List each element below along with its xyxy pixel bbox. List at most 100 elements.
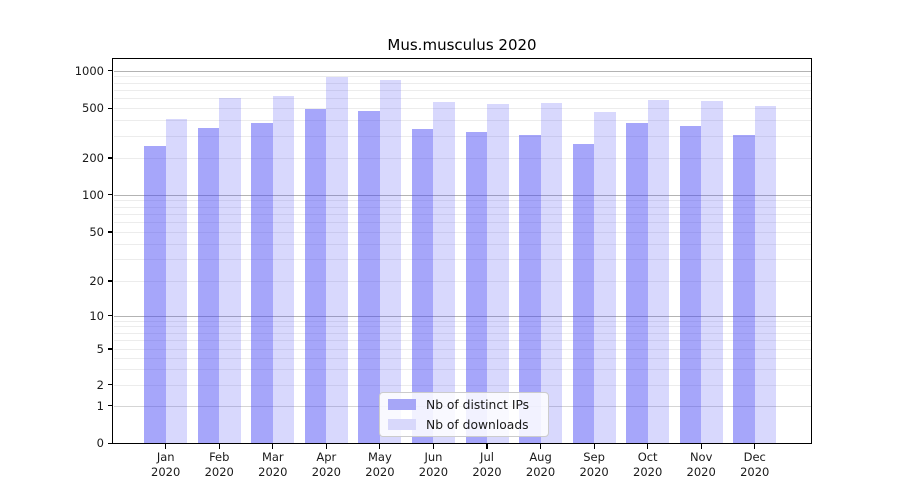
y-tick-label-1: 1 xyxy=(96,398,104,413)
bar-downloads-jan xyxy=(165,118,188,444)
bar-distinct-ips-aug xyxy=(519,135,541,444)
y-tick-10 xyxy=(108,314,113,317)
gridline-8 xyxy=(113,326,811,328)
bar-downloads-sep xyxy=(594,112,616,444)
bar-distinct-ips-may xyxy=(358,110,380,444)
bar-downloads-oct xyxy=(647,99,670,444)
gridline-1000 xyxy=(113,70,811,72)
x-tick-sep xyxy=(593,444,595,449)
x-tick-label-jan: Jan 2020 xyxy=(151,450,181,479)
bar-downloads-dec xyxy=(754,106,777,444)
y-tick-label-100: 100 xyxy=(82,187,104,202)
x-tick-nov xyxy=(700,444,702,449)
legend: Nb of distinct IPs Nb of downloads xyxy=(379,392,549,437)
gridline-700 xyxy=(113,89,811,91)
gridline-30 xyxy=(113,259,811,261)
gridline-40 xyxy=(113,243,811,245)
gridline-80 xyxy=(113,206,811,208)
gridline-500 xyxy=(113,108,811,110)
gridline-600 xyxy=(113,98,811,100)
gridline-2 xyxy=(113,384,811,386)
gridline-70 xyxy=(113,213,811,215)
legend-item-downloads: Nb of downloads xyxy=(386,418,542,432)
y-tick-label-0: 0 xyxy=(96,436,104,451)
x-tick-oct xyxy=(647,444,649,449)
gridline-20 xyxy=(113,281,811,282)
gridline-6 xyxy=(113,340,811,342)
x-tick-apr xyxy=(325,444,327,449)
bar-downloads-nov xyxy=(701,101,723,444)
gridline-3 xyxy=(113,368,811,370)
x-tick-label-mar: Mar 2020 xyxy=(258,450,288,479)
bar-downloads-apr xyxy=(326,77,348,444)
legend-label-downloads: Nb of downloads xyxy=(426,417,529,432)
y-tick-200 xyxy=(108,157,113,159)
bar-distinct-ips-jun xyxy=(411,129,434,444)
x-tick-aug xyxy=(539,444,542,449)
chart-title: Mus.musculus 2020 xyxy=(387,36,537,54)
x-tick-label-dec: Dec 2020 xyxy=(740,450,770,479)
y-tick-50 xyxy=(108,231,113,233)
gridline-200 xyxy=(113,158,811,159)
gridline-9 xyxy=(113,320,811,322)
bar-distinct-ips-sep xyxy=(572,144,595,444)
y-tick-label-50: 50 xyxy=(89,225,104,239)
x-tick-may xyxy=(379,444,381,449)
x-tick-label-feb: Feb 2020 xyxy=(204,450,234,479)
bar-distinct-ips-feb xyxy=(197,128,220,444)
bar-downloads-jul xyxy=(487,104,509,444)
y-tick-label-20: 20 xyxy=(89,274,104,288)
x-tick-jan xyxy=(165,444,167,449)
gridline-7 xyxy=(113,332,811,334)
x-tick-jul xyxy=(486,444,488,449)
y-tick-label-500: 500 xyxy=(82,101,104,116)
legend-item-distinct-ips: Nb of distinct IPs xyxy=(386,398,542,412)
gridline-10 xyxy=(113,315,811,317)
y-tick-100 xyxy=(108,194,113,196)
x-tick-feb xyxy=(218,444,220,449)
legend-swatch-downloads xyxy=(388,419,416,430)
y-tick-500 xyxy=(108,107,113,109)
gridline-5 xyxy=(113,349,811,350)
legend-swatch-distinct-ips xyxy=(388,399,416,410)
legend-label-distinct-ips: Nb of distinct IPs xyxy=(426,397,530,412)
y-tick-1000 xyxy=(108,69,113,72)
y-tick-5 xyxy=(108,348,113,350)
gridline-60 xyxy=(113,222,811,224)
x-tick-mar xyxy=(272,444,274,449)
x-tick-dec xyxy=(754,444,756,449)
x-tick-label-apr: Apr 2020 xyxy=(311,450,341,479)
bar-downloads-jun xyxy=(433,102,455,444)
x-tick-label-jul: Jul 2020 xyxy=(472,450,502,479)
gridline-90 xyxy=(113,200,811,202)
bar-distinct-ips-nov xyxy=(679,126,702,444)
y-tick-0 xyxy=(108,442,113,444)
y-tick-label-10: 10 xyxy=(89,308,104,323)
gridline-4 xyxy=(113,357,811,359)
x-tick-label-aug: Aug 2020 xyxy=(525,450,556,479)
x-tick-label-may: May 2020 xyxy=(365,450,395,479)
bar-distinct-ips-mar xyxy=(251,123,273,444)
y-tick-label-2: 2 xyxy=(96,377,104,392)
x-tick-label-oct: Oct 2020 xyxy=(633,450,663,479)
gridline-300 xyxy=(113,135,811,137)
gridline-400 xyxy=(113,120,811,122)
y-tick-label-200: 200 xyxy=(82,151,104,165)
y-tick-1 xyxy=(108,404,113,407)
gridline-900 xyxy=(113,76,811,78)
x-tick-label-jun: Jun 2020 xyxy=(418,450,449,479)
y-tick-label-5: 5 xyxy=(96,342,104,356)
gridline-50 xyxy=(113,232,811,233)
gridline-100 xyxy=(113,194,811,196)
bar-distinct-ips-jan xyxy=(144,145,166,444)
x-tick-jun xyxy=(432,444,435,449)
bar-downloads-may xyxy=(379,79,402,444)
gridline-800 xyxy=(113,82,811,84)
bar-distinct-ips-jul xyxy=(465,132,487,444)
bar-downloads-feb xyxy=(219,98,241,444)
y-tick-20 xyxy=(108,280,113,282)
y-tick-label-1000: 1000 xyxy=(74,63,104,78)
bar-downloads-aug xyxy=(540,103,563,444)
bar-distinct-ips-oct xyxy=(626,123,648,444)
